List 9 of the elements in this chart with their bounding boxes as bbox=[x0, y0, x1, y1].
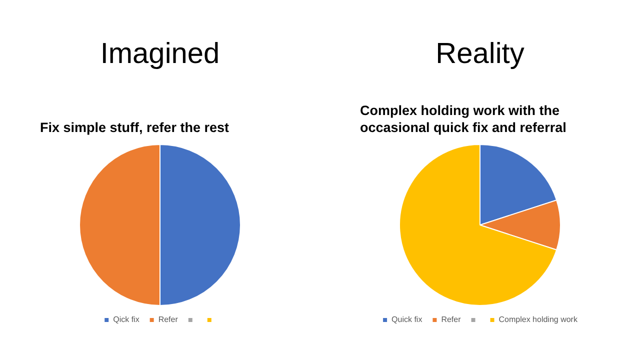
legend-label: Refer bbox=[441, 315, 462, 324]
legend-label: Quick fix bbox=[392, 315, 422, 324]
chart-title: Reality bbox=[436, 38, 524, 72]
legend-label: Qick fix bbox=[113, 315, 140, 324]
legend-label: Complex holding work bbox=[498, 315, 578, 324]
legend-label: Refer bbox=[158, 315, 178, 324]
chart-subtitle: Fix simple stuff, refer the rest bbox=[40, 119, 230, 136]
chart-subtitle: Complex holding work with the occasional quick fix and referral bbox=[360, 102, 568, 136]
chart-title: Imagined bbox=[100, 38, 220, 72]
